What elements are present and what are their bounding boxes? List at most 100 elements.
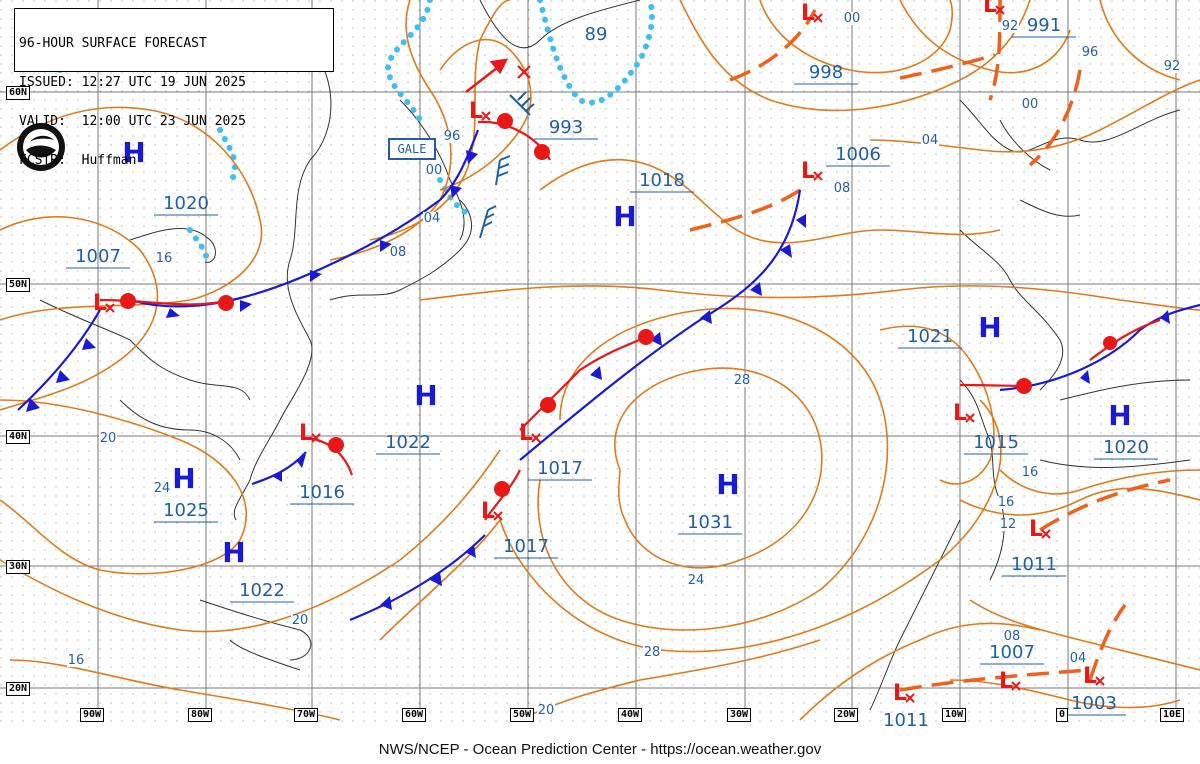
- high-symbol: H: [222, 536, 245, 569]
- isobar-label: 00: [844, 11, 861, 26]
- isobar-label: 08: [390, 245, 407, 260]
- lon-label: 40W: [618, 708, 643, 722]
- low-symbol: L: [893, 681, 907, 706]
- isobar-labels: 96 00 04 08 16 20 24 28 24 28 20 16 89 00 92 96 92 00 04 08…: [67, 11, 1181, 718]
- low-symbol: L: [469, 99, 483, 124]
- low-track-arrow: [465, 58, 509, 93]
- low-pressure-value: 1006: [835, 144, 881, 165]
- low-pressure-value: 1011: [1011, 554, 1057, 575]
- low-center-x: [965, 413, 975, 423]
- grid-dots: [0, 0, 1200, 728]
- low-center-x: [905, 693, 915, 703]
- isobar-label-bg: [1003, 630, 1021, 643]
- high-symbol: H: [978, 311, 1001, 344]
- low-pressure-value: 1007: [75, 246, 121, 267]
- high-symbol: H: [1108, 399, 1131, 432]
- isobar-label-bg: [843, 12, 861, 25]
- low-center-x: [813, 13, 823, 23]
- isobar-label: 20: [292, 613, 309, 628]
- isobar-label-bg: [425, 164, 443, 177]
- lon-label: 90W: [80, 708, 105, 722]
- valid-time: VALID: 12:00 UTC 23 JUN 2025: [19, 114, 246, 129]
- low-symbol: L: [1083, 664, 1097, 689]
- low-pressure-value: 1011: [883, 710, 929, 731]
- low-pressure-value: 1017: [537, 458, 583, 479]
- high-symbol: H: [613, 200, 636, 233]
- wind-barbs: [479, 91, 535, 239]
- isobar-label-bg: [443, 130, 461, 143]
- isobar-label-bg: [537, 704, 555, 717]
- isobar-label-bg: [99, 432, 117, 445]
- lon-label: 60W: [402, 708, 427, 722]
- cold-fronts: [17, 129, 1200, 622]
- low-center-x: [1041, 529, 1051, 539]
- low-center-x: [1095, 676, 1105, 686]
- forecast-title: 96-HOUR SURFACE FORECAST: [19, 36, 207, 51]
- issued-time: ISSUED: 12:27 UTC 19 JUN 2025: [19, 75, 246, 90]
- lat-label: 50N: [6, 278, 31, 292]
- low-center-x: [311, 433, 321, 443]
- high-pressure-value: 1031: [687, 512, 733, 533]
- isobar-label: 24: [154, 481, 171, 496]
- lon-label: 50W: [510, 708, 535, 722]
- lat-label: 20N: [6, 682, 31, 696]
- high-pressure-value: 1022: [239, 580, 285, 601]
- isobar-label-bg: [733, 374, 751, 387]
- low-symbol: L: [801, 1, 815, 26]
- isobar-label-bg: [1021, 98, 1039, 111]
- isobar-label: 20: [538, 703, 555, 718]
- isobar-label: 20: [100, 431, 117, 446]
- isobar-label-bg: [833, 182, 851, 195]
- troughs: [689, 0, 1171, 692]
- isobar-label-bg: [423, 212, 441, 225]
- isobar-label-bg: [582, 26, 610, 44]
- isobar-label: 12: [1000, 517, 1017, 532]
- lon-label: 20W: [834, 708, 859, 722]
- isobar-label-bg: [643, 646, 661, 659]
- low-symbol: L: [481, 499, 495, 524]
- isobar-label: 16: [68, 653, 85, 668]
- lon-label: 70W: [294, 708, 319, 722]
- isobar-label: 96: [444, 129, 461, 144]
- low-symbol: L: [1029, 517, 1043, 542]
- isobar-label-bg: [291, 614, 309, 627]
- isobar-label: 04: [922, 133, 939, 148]
- isobar-label: 16: [1022, 465, 1039, 480]
- high-symbol: H: [122, 136, 145, 169]
- isobar-label: 96: [1082, 45, 1099, 60]
- lat-label: 40N: [6, 430, 31, 444]
- low-pressure-value: 1003: [1071, 693, 1117, 714]
- low-center-x: [531, 433, 541, 443]
- forecaster: FCSTR: Huffman: [19, 153, 137, 168]
- isobar-label-bg: [1069, 652, 1087, 665]
- isobar-label: 16: [998, 495, 1015, 510]
- isobar-label-bg: [1081, 46, 1099, 59]
- forecast-header: 96-HOUR SURFACE FORECAST ISSUED: 12:27 U…: [14, 8, 334, 167]
- isobar-label: 24: [688, 573, 705, 588]
- warm-front-bumps: [120, 113, 1117, 497]
- isobars: [0, 0, 1200, 721]
- low-symbol: L: [519, 421, 533, 446]
- low-center-x: [813, 171, 823, 181]
- high-pressure-value: 1020: [163, 193, 209, 214]
- isobar-label: 89: [585, 24, 608, 45]
- lon-label: 10E: [1160, 708, 1185, 722]
- cold-front-barbs: [26, 150, 1170, 610]
- isobar-label: 08: [1004, 629, 1021, 644]
- low-pressure-value: 991: [1027, 15, 1061, 36]
- high-symbol: H: [414, 379, 437, 412]
- lat-label: 30N: [6, 560, 31, 574]
- low-pressure-value: 1007: [989, 642, 1035, 663]
- isobar-label: 92: [1164, 59, 1181, 74]
- high-pressure-value: 1022: [385, 432, 431, 453]
- isobar-label: 16: [156, 251, 173, 266]
- low-symbol: L: [299, 421, 313, 446]
- isobar-label-bg: [1001, 20, 1019, 33]
- isobar-label-bg: [997, 496, 1015, 509]
- low-pressure-value: 993: [549, 117, 583, 138]
- isobar-label-bg: [389, 246, 407, 259]
- low-center-x: [105, 303, 115, 313]
- isobar-label-bg: [1163, 60, 1181, 73]
